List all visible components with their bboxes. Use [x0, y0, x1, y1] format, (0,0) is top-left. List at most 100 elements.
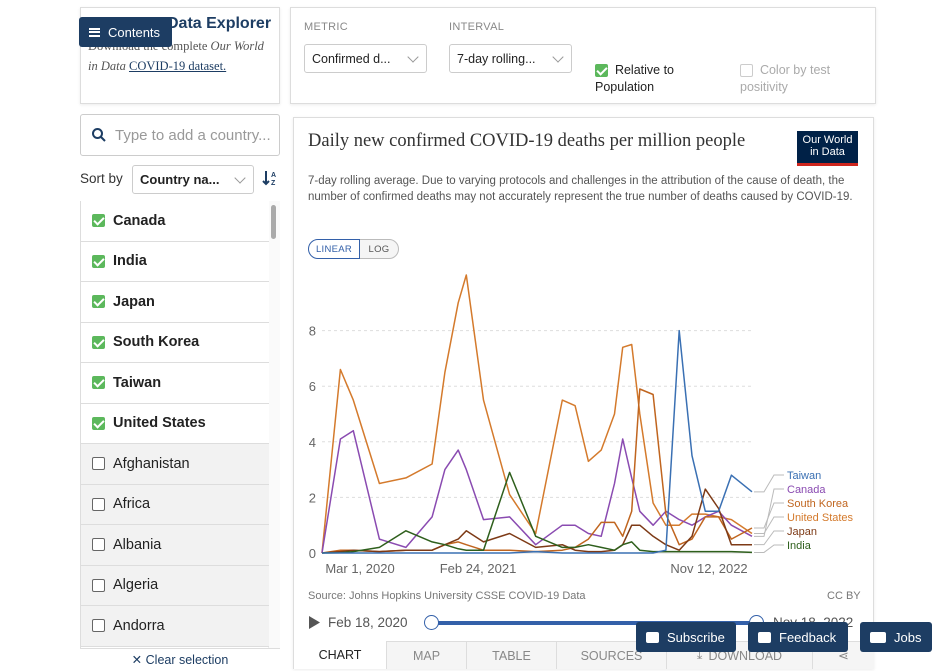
license-note[interactable]: CC BY: [827, 590, 861, 602]
country-checkbox[interactable]: [92, 214, 105, 228]
owid-logo[interactable]: Our World in Data: [797, 131, 858, 166]
source-note: Source: Johns Hopkins University CSSE CO…: [308, 590, 586, 602]
legend-connector: [754, 488, 784, 537]
sort-value: Country na...: [140, 172, 220, 187]
series-label: United States: [787, 512, 854, 524]
linear-scale-button[interactable]: LINEAR: [308, 239, 360, 259]
interval-select[interactable]: 7-day rolling...: [449, 44, 572, 73]
play-icon[interactable]: [308, 615, 321, 630]
metric-value: Confirmed d...: [312, 51, 391, 66]
chevron-down-icon: [234, 172, 246, 184]
relative-checkbox[interactable]: [595, 64, 608, 78]
country-name: Africa: [113, 496, 151, 513]
share-icon: ⋖: [838, 647, 849, 663]
country-checkbox[interactable]: [92, 497, 105, 511]
series-label: Taiwan: [787, 470, 821, 482]
tab-table[interactable]: TABLE: [466, 641, 556, 669]
country-checkbox[interactable]: [92, 254, 105, 268]
handshake-icon: [870, 631, 886, 643]
country-checkbox[interactable]: [92, 457, 105, 471]
interval-value: 7-day rolling...: [457, 51, 536, 66]
log-scale-button[interactable]: LOG: [359, 239, 399, 259]
country-name: Japan: [113, 293, 155, 310]
logo-line2: in Data: [810, 146, 845, 158]
series-line: [322, 329, 753, 554]
country-list-item[interactable]: Albania: [81, 525, 269, 566]
svg-text:A: A: [271, 172, 276, 179]
sort-select[interactable]: Country na...: [132, 165, 254, 194]
series-line: [321, 471, 753, 554]
jobs-button[interactable]: Jobs: [860, 622, 932, 652]
country-list-item[interactable]: Taiwan: [81, 363, 269, 404]
country-list-item[interactable]: Africa: [81, 484, 269, 525]
country-list-item[interactable]: Andorra: [81, 606, 269, 647]
country-checkbox[interactable]: [92, 619, 105, 633]
country-list-item[interactable]: South Korea: [81, 322, 269, 363]
country-list-item[interactable]: Afghanistan: [81, 444, 269, 485]
search-input[interactable]: [115, 126, 275, 144]
series-label: South Korea: [787, 498, 849, 510]
download-icon: ⤓: [696, 648, 703, 662]
legend-connector: [754, 530, 784, 546]
tab-map[interactable]: MAP: [386, 641, 466, 669]
country-checkbox[interactable]: [92, 335, 105, 349]
country-list-item[interactable]: Algeria: [81, 565, 269, 606]
clear-selection-button[interactable]: ✕ Clear selection: [80, 648, 280, 669]
comment-icon: [758, 631, 771, 643]
chevron-down-icon: [552, 51, 564, 63]
country-name: Taiwan: [113, 374, 162, 391]
scrollbar-thumb[interactable]: [271, 205, 276, 239]
relative-toggle[interactable]: Relative to Population: [595, 62, 705, 96]
legend-connector: [754, 474, 784, 493]
y-tick-label: 4: [309, 435, 316, 450]
country-list: Canada India Japan South Korea Taiwan United …: [80, 201, 269, 669]
download-label: DOWNLOAD: [708, 648, 783, 663]
country-name: Albania: [113, 536, 162, 553]
country-checkbox[interactable]: [92, 376, 105, 390]
intro-owid: Our World in Data: [88, 39, 264, 73]
country-checkbox[interactable]: [92, 416, 105, 430]
search-icon: [92, 128, 106, 142]
series-label: India: [787, 540, 812, 552]
country-name: Afghanistan: [113, 455, 190, 472]
color-by-positivity-toggle[interactable]: Color by test positivity: [740, 62, 850, 96]
timeline-start-handle[interactable]: [424, 615, 439, 630]
feedback-button[interactable]: Feedback: [748, 622, 848, 652]
positivity-checkbox[interactable]: [740, 64, 753, 78]
contents-button[interactable]: Contents: [79, 17, 172, 47]
tab-chart[interactable]: CHART: [294, 641, 386, 669]
series-label: Japan: [787, 526, 817, 538]
legend-connector: [754, 544, 784, 553]
contents-label: Contents: [108, 24, 161, 40]
scrollbar-track[interactable]: [268, 201, 280, 669]
metric-label: METRIC: [304, 21, 348, 33]
country-checkbox[interactable]: [92, 295, 105, 309]
positivity-label: Color by test positivity: [740, 63, 831, 94]
x-tick-label: Nov 12, 2022: [670, 561, 747, 576]
country-search[interactable]: [80, 114, 280, 156]
country-list-item[interactable]: United States: [81, 403, 269, 444]
explorer-title: Data Explorer: [167, 15, 272, 32]
legend-connector: [754, 516, 784, 535]
country-checkbox[interactable]: [92, 538, 105, 552]
dataset-link[interactable]: COVID-19 dataset.: [128, 59, 227, 73]
country-list-item[interactable]: India: [81, 241, 269, 282]
feedback-label: Feedback: [779, 629, 837, 645]
country-checkbox[interactable]: [92, 578, 105, 592]
country-name: Canada: [113, 212, 166, 229]
subscribe-button[interactable]: Subscribe: [636, 622, 736, 652]
series-line: [321, 429, 753, 554]
country-name: India: [113, 253, 147, 270]
menu-icon: [89, 27, 100, 37]
y-tick-label: 0: [309, 546, 316, 561]
chart-subtitle: 7-day rolling average. Due to varying pr…: [308, 175, 853, 203]
x-tick-label: Mar 1, 2020: [325, 561, 394, 576]
y-tick-label: 2: [309, 490, 316, 505]
country-name: South Korea: [113, 334, 200, 351]
timeline-start-date: Feb 18, 2020: [328, 615, 408, 630]
country-list-item[interactable]: Canada: [81, 201, 269, 242]
interval-label: INTERVAL: [449, 21, 505, 33]
metric-select[interactable]: Confirmed d...: [304, 44, 427, 73]
country-list-item[interactable]: Japan: [81, 282, 269, 323]
sort-order-icon[interactable]: A Z: [262, 169, 280, 187]
